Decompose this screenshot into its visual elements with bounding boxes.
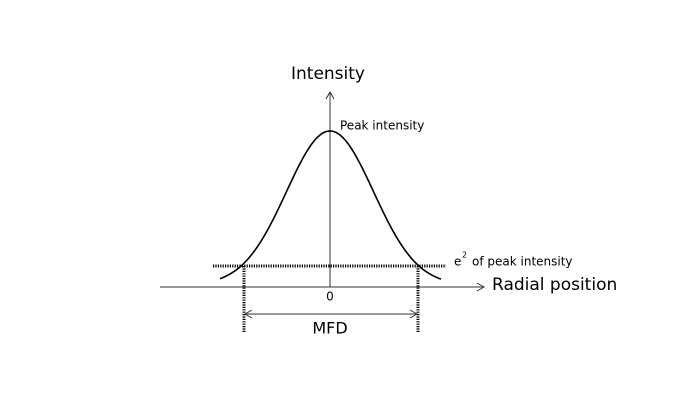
threshold-base: e bbox=[454, 255, 461, 269]
width-label: MFD bbox=[312, 319, 347, 338]
peak-label: Peak intensity bbox=[340, 119, 424, 133]
y-axis-arrow bbox=[325, 90, 335, 100]
gaussian-curve bbox=[219, 130, 442, 280]
x-axis-label: Radial position bbox=[492, 275, 617, 295]
origin-label: 0 bbox=[326, 290, 334, 304]
threshold-exponent: 2 bbox=[462, 251, 467, 260]
width-arrow-right bbox=[409, 309, 419, 319]
x-axis-arrow bbox=[476, 282, 486, 292]
y-axis-label: Intensity bbox=[291, 64, 365, 84]
width-arrow-left bbox=[243, 309, 253, 319]
threshold-label: of peak intensity bbox=[472, 255, 573, 269]
